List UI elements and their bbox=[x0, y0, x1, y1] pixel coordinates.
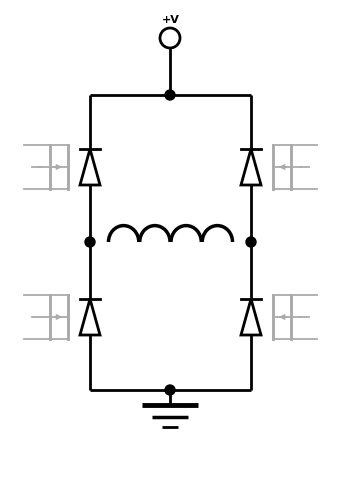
Circle shape bbox=[85, 237, 95, 247]
Circle shape bbox=[165, 385, 175, 395]
Polygon shape bbox=[241, 149, 261, 185]
Circle shape bbox=[246, 237, 256, 247]
Polygon shape bbox=[80, 299, 100, 335]
Polygon shape bbox=[80, 149, 100, 185]
Circle shape bbox=[165, 90, 175, 100]
Polygon shape bbox=[241, 299, 261, 335]
Text: +V: +V bbox=[162, 15, 180, 25]
